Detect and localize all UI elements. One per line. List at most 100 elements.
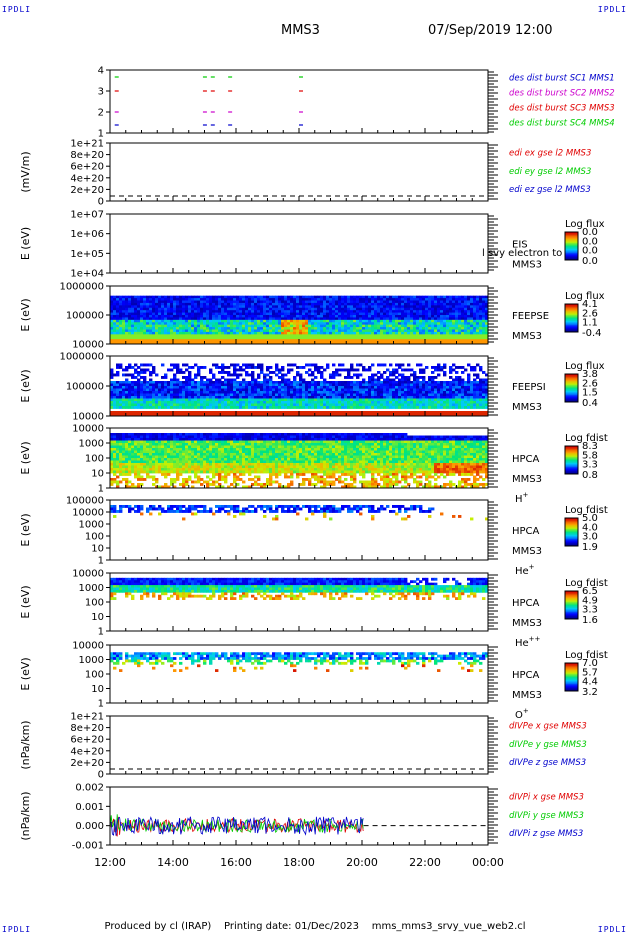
spectrogram-cell <box>140 371 144 374</box>
colorbar-segment <box>565 232 578 234</box>
spectrogram-cell <box>218 383 222 387</box>
spectrogram-cell <box>410 411 414 414</box>
spectrogram-cell <box>347 396 351 399</box>
spectrogram-cell <box>290 401 294 404</box>
spectrogram-cell <box>209 341 213 345</box>
spectrogram-cell <box>113 478 117 481</box>
spectrogram-cell <box>191 307 195 311</box>
spectrogram-cell <box>137 401 141 404</box>
spectrogram-cell <box>326 398 330 402</box>
spectrogram-cell <box>212 317 216 321</box>
spectrogram-cell <box>182 381 186 384</box>
spectrogram-cell <box>242 331 246 335</box>
spectrogram-cell <box>191 406 195 409</box>
spectrogram-cell <box>128 295 132 299</box>
spectrogram-cell <box>407 315 411 318</box>
spectrogram-cell <box>338 341 342 345</box>
spectrogram-cell <box>419 324 423 328</box>
spectrogram-cell <box>110 302 114 306</box>
spectrogram-cell <box>353 396 357 399</box>
spectrogram-cell <box>467 322 471 326</box>
spectrogram-cell <box>245 373 249 377</box>
spectrogram-cell <box>182 317 186 321</box>
spectrogram-cell <box>371 396 375 399</box>
spectrogram-cell <box>455 315 459 318</box>
spectrogram-cell <box>155 393 159 397</box>
spectrogram-cell <box>206 378 210 382</box>
spectrogram-cell <box>311 396 315 399</box>
spectrogram-cell <box>410 391 414 394</box>
spectrogram-cell <box>227 329 231 333</box>
spectrogram-cell <box>143 327 147 330</box>
spectrogram-cell <box>170 336 174 340</box>
spectrogram-cell <box>467 413 471 417</box>
spectrogram-cell <box>290 368 294 372</box>
spectrogram-cell <box>110 310 114 313</box>
spectrogram-cell <box>230 324 234 328</box>
spectrogram-cell <box>140 411 144 414</box>
spectrogram-cell <box>323 396 327 399</box>
spectrogram-cell <box>362 310 366 313</box>
spectrogram-cell <box>182 383 186 387</box>
spectrogram-cell <box>311 411 315 414</box>
spectrogram-cell <box>443 411 447 414</box>
spectrogram-cell <box>350 376 354 379</box>
spectrogram-cell <box>365 312 369 316</box>
spectrogram-cell <box>266 305 270 309</box>
spectrogram-cell <box>425 403 429 407</box>
spectrogram-cell <box>230 373 234 377</box>
spectrogram-cell <box>473 300 477 304</box>
spectrogram-cell <box>392 411 396 414</box>
spectrogram-cell <box>326 413 330 417</box>
spectrogram-cell <box>419 300 423 304</box>
spectrogram-cell <box>164 305 168 309</box>
spectrogram-cell <box>224 295 228 299</box>
spectrogram-cell <box>215 391 219 394</box>
spectrogram-cell <box>455 334 459 338</box>
spectrogram-cell <box>452 406 456 409</box>
spectrogram-cell <box>227 327 231 330</box>
spectrogram-cell <box>209 317 213 321</box>
spectrogram-cell <box>245 322 249 326</box>
spectrogram-cell <box>275 336 279 340</box>
spectrogram-cell <box>482 393 486 397</box>
spectrogram-cell <box>128 322 132 326</box>
spectrogram-cell <box>452 398 456 402</box>
spectrogram-cell <box>374 373 378 377</box>
spectrogram-cell <box>275 317 279 321</box>
spectrogram-cell <box>155 391 159 394</box>
spectrogram-cell <box>146 393 150 397</box>
spectrogram-cell <box>236 403 240 407</box>
spectrogram-cell <box>260 298 264 301</box>
spectrogram-cell <box>143 388 147 392</box>
spectrogram-cell <box>332 312 336 316</box>
spectrogram-cell <box>422 307 426 311</box>
spectrogram-cell <box>173 317 177 321</box>
spectrogram-cell <box>149 298 153 301</box>
spectrogram-cell <box>191 310 195 313</box>
spectrogram-cell <box>125 368 129 372</box>
spectrogram-cell <box>473 307 477 311</box>
ytick-label: 1e+06 <box>70 229 104 240</box>
spectrogram-cell <box>389 302 393 306</box>
spectrogram-cell <box>110 468 114 471</box>
spectrogram-cell <box>479 378 483 382</box>
spectrogram-cell <box>203 300 207 304</box>
spectrogram-cell <box>398 398 402 402</box>
spectrogram-cell <box>434 310 438 313</box>
spectrogram-cell <box>224 366 228 369</box>
spectrogram-cell <box>416 386 420 389</box>
spectrogram-cell <box>194 310 198 313</box>
spectrogram-cell <box>344 386 348 389</box>
spectrogram-cell <box>149 336 153 340</box>
spectrogram-cell <box>473 324 477 328</box>
spectrogram-cell <box>152 398 156 402</box>
spectrogram-cell <box>479 398 483 402</box>
spectrogram-cell <box>338 331 342 335</box>
spectrogram-cell <box>185 329 189 333</box>
spectrogram-cell <box>206 406 210 409</box>
spectrogram-cell <box>122 391 126 394</box>
spectrogram-cell <box>482 406 486 409</box>
spectrogram-cell <box>299 339 303 342</box>
spectrogram-cell <box>221 366 225 369</box>
